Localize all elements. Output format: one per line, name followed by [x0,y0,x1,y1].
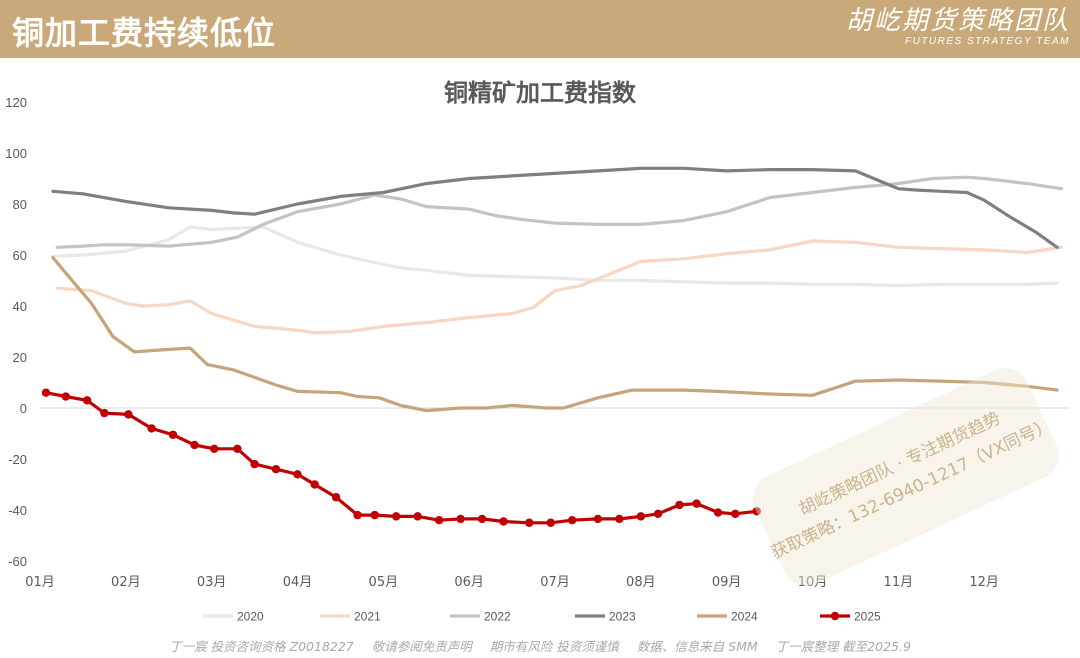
y-tick-label: 0 [20,401,27,416]
footer-disclaimer-note: 敬请参阅免责声明 [371,639,472,654]
legend-label-2021: 2021 [354,610,381,624]
data-point-2025 [100,408,109,418]
data-point-2025 [233,444,242,453]
footer-data-source: 数据、信息来自 SMM [636,639,758,654]
data-point-2025 [731,509,740,519]
y-tick-label: 60 [13,248,27,263]
data-point-2025 [499,517,508,526]
data-point-2025 [675,500,684,510]
brand-name-en: FUTURES STRATEGY TEAM [904,36,1070,47]
legend-label-2025: 2025 [854,610,881,624]
data-point-2025 [331,493,341,502]
y-tick-label: 20 [13,350,27,365]
data-point-2025 [124,410,133,419]
x-tick-label: 01月 [25,575,55,590]
x-tick-label: 04月 [283,575,313,590]
series-lines [41,166,1064,527]
y-tick-label: 40 [13,299,27,314]
data-point-2025 [271,465,281,474]
data-point-2025 [567,516,577,525]
data-point-2025 [370,510,379,520]
watermark-bg [752,367,1059,586]
data-point-2025 [434,516,444,525]
series-line-2024 [51,256,1059,413]
data-point-2025 [692,499,701,508]
series-line-2022 [55,175,1064,249]
footer-qualification: 丁一宸 投资咨询资格 Z0018227 [169,639,354,654]
data-point-2025 [190,440,199,450]
series-line-2023 [51,166,1059,249]
page-title: 铜加工费持续低位 [12,14,277,52]
x-tick-label: 06月 [454,575,484,590]
legend-label-2022: 2022 [484,610,511,624]
x-tick-label: 12月 [969,575,999,590]
y-tick-label: 100 [5,146,27,161]
series-line-2025 [44,391,759,525]
legend-marker-2025 [830,611,840,621]
x-tick-label: 10月 [798,575,828,590]
data-point-2025 [61,392,70,401]
data-point-2025 [41,388,51,397]
data-point-2025 [653,509,663,519]
footer-disclaimer: 丁一宸 投资咨询资格 Z0018227 敬请参阅免责声明 期市有风险 投资须谨慎… [0,636,1080,655]
data-point-2025 [593,514,603,524]
data-point-2025 [713,508,723,517]
data-point-2025 [477,514,487,524]
x-tick-label: 11月 [884,575,914,590]
header-banner: 铜加工费持续低位 胡屹期货策略团队 FUTURES STRATEGY TEAM [0,0,1080,58]
y-tick-label: -40 [8,503,27,518]
data-point-2025 [546,518,555,527]
x-tick-label: 05月 [369,575,399,590]
x-tick-label: 02月 [111,575,141,590]
footer-risk-warning: 期市有风险 投资须谨慎 [489,639,619,654]
series-line-2021 [55,239,1064,335]
brand-logo: 胡屹期货策略团队 FUTURES STRATEGY TEAM [846,6,1070,48]
data-point-2025 [310,480,319,489]
data-point-2025 [615,514,624,524]
data-point-2025 [293,470,302,479]
data-point-2025 [636,512,646,521]
x-tick-label: 08月 [626,575,656,590]
legend-label-2024: 2024 [731,610,758,624]
series-line-2020 [51,225,1059,288]
data-point-2025 [413,512,422,521]
x-tick-label: 09月 [712,575,742,590]
footer-compiled-by: 丁一宸整理 截至2025.9 [775,639,911,654]
data-point-2025 [752,507,761,516]
y-tick-label: 80 [13,197,27,212]
y-tick-label: -20 [8,452,27,467]
legend: 2020 2021 2022 2023 2024 2025 [203,610,881,624]
data-point-2025 [353,510,362,520]
data-point-2025 [250,459,259,469]
data-point-2025 [392,512,401,521]
data-point-2025 [456,514,465,524]
chart-title: 铜精矿加工费指数 [444,79,637,107]
data-point-2025 [210,444,219,453]
chart: 铜精矿加工费指数 -60 -40 -20 0 20 40 60 80 100 120 01月 02月 0… [5,79,1070,624]
data-point-2025 [147,424,156,433]
axes: -60 -40 -20 0 20 40 60 80 100 120 01月 02月 03月 04月 05月 0… [5,95,1070,590]
y-tick-label: 120 [5,95,27,110]
y-tick-label: -60 [8,554,27,569]
data-point-2025 [83,396,92,405]
legend-label-2023: 2023 [609,610,636,624]
brand-name-cn: 胡屹期货策略团队 [845,6,1070,36]
x-tick-label: 03月 [197,575,227,590]
legend-label-2020: 2020 [237,610,264,624]
x-tick-label: 07月 [540,575,570,590]
data-point-2025 [168,430,178,439]
data-point-2025 [525,518,534,527]
